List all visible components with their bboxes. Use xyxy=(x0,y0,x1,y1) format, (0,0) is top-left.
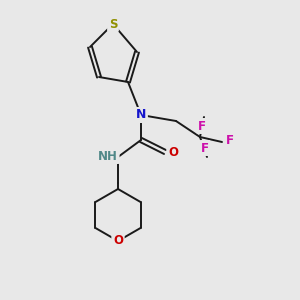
Text: S: S xyxy=(109,17,117,31)
Text: N: N xyxy=(136,109,146,122)
Text: NH: NH xyxy=(98,149,118,163)
Text: O: O xyxy=(168,146,178,158)
Text: NH: NH xyxy=(98,149,118,163)
Text: F: F xyxy=(201,142,209,154)
Text: F: F xyxy=(226,134,234,146)
Text: N: N xyxy=(136,109,146,122)
Text: F: F xyxy=(198,119,206,133)
Text: S: S xyxy=(109,17,117,31)
Text: O: O xyxy=(168,146,178,158)
Text: F: F xyxy=(198,119,206,133)
Text: F: F xyxy=(201,142,209,154)
Text: O: O xyxy=(113,235,123,248)
Text: F: F xyxy=(226,134,234,146)
Text: O: O xyxy=(113,235,123,248)
